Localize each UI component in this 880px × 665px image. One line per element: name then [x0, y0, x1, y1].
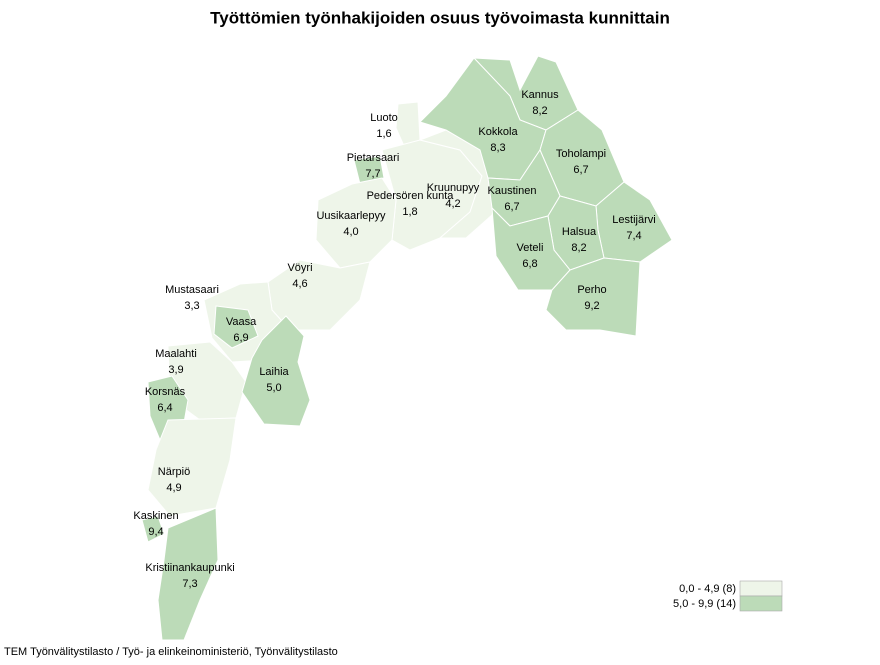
region-name: Luoto: [370, 112, 398, 124]
source: TEM Työnvälitystilasto / Työ- ja elinkei…: [4, 646, 338, 658]
region-name: Toholampi: [556, 148, 606, 160]
region-value: 1,6: [376, 128, 391, 140]
region-value: 4,0: [343, 226, 358, 238]
region-name: Kaustinen: [488, 185, 537, 197]
region-value: 6,8: [522, 258, 537, 270]
region-value: 5,0: [266, 382, 281, 394]
region-name: Kristiinankaupunki: [145, 562, 234, 574]
region-value: 3,3: [184, 300, 199, 312]
legend-label: 0,0 - 4,9 (8): [679, 583, 736, 595]
region-name: Kaskinen: [133, 510, 178, 522]
region-value: 3,9: [168, 364, 183, 376]
region-value: 4,9: [166, 482, 181, 494]
region-value: 9,4: [148, 526, 163, 538]
region-name: Halsua: [562, 226, 597, 238]
region-value: 8,2: [571, 242, 586, 254]
legend-label: 5,0 - 9,9 (14): [673, 598, 736, 610]
region-name: Laihia: [259, 366, 289, 378]
region-value: 8,2: [532, 105, 547, 117]
region-name: Lestijärvi: [612, 214, 655, 226]
region: [147, 417, 237, 517]
region-name: Pedersören kunta: [367, 190, 455, 202]
region-name: Veteli: [517, 242, 544, 254]
region-value: 7,3: [182, 578, 197, 590]
region-value: 4,6: [292, 278, 307, 290]
region-value: 6,9: [233, 332, 248, 344]
region-value: 6,7: [504, 201, 519, 213]
map-title: Työttömien työnhakijoiden osuus työvoima…: [210, 8, 670, 27]
legend-swatch: [739, 580, 783, 597]
region-name: Vaasa: [226, 316, 257, 328]
region-name: Kannus: [521, 89, 559, 101]
region: [395, 101, 421, 147]
region-name: Pietarsaari: [347, 152, 400, 164]
legend-swatch: [739, 595, 783, 612]
region: [353, 155, 385, 185]
region-value: 6,7: [573, 164, 588, 176]
region: [545, 257, 641, 337]
region-value: 7,4: [626, 230, 641, 242]
legend: 0,0 - 4,9 (8) 5,0 - 9,9 (14): [673, 580, 783, 612]
region: [157, 507, 219, 641]
region-value: 6,4: [157, 402, 172, 414]
region-name: Perho: [577, 284, 606, 296]
region-name: Mustasaari: [165, 284, 219, 296]
region: [141, 515, 165, 543]
region-name: Maalahti: [155, 348, 197, 360]
region-name: Uusikaarlepyy: [316, 210, 386, 222]
regions: [141, 55, 673, 641]
region-value: 8,3: [490, 142, 505, 154]
region-value: 7,7: [365, 168, 380, 180]
region-name: Vöyri: [287, 262, 312, 274]
region-labels: Luoto 1,6 Pietarsaari 7,7 Pedersören kunta 1,…: [133, 89, 655, 590]
region: [315, 177, 397, 269]
region-value: 1,8: [402, 206, 417, 218]
region: [213, 305, 259, 349]
region-name: Kokkola: [478, 126, 518, 138]
region-name: Kruunupyy: [427, 182, 480, 194]
region-name: Korsnäs: [145, 386, 186, 398]
region-value: 4,2: [445, 198, 460, 210]
region-name: Närpiö: [158, 466, 190, 478]
region-value: 9,2: [584, 300, 599, 312]
region: [241, 315, 311, 427]
